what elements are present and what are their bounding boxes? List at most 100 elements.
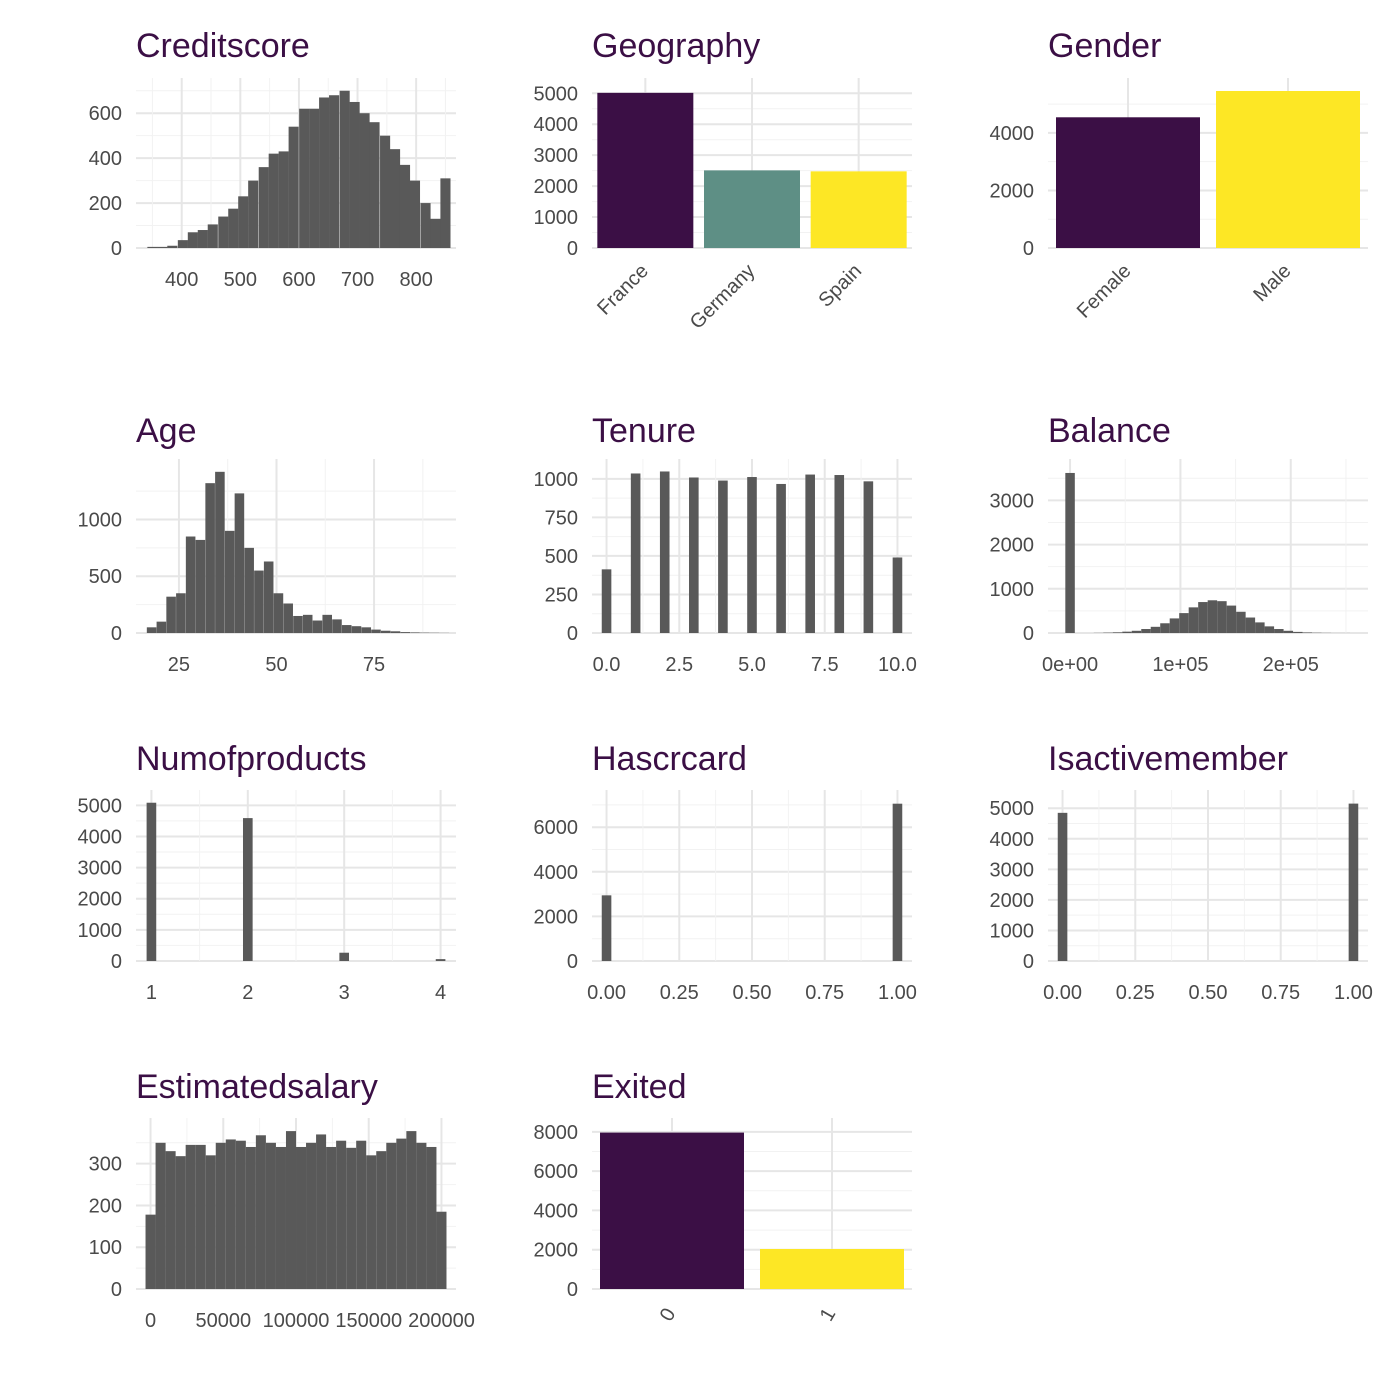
creditscore-bin bbox=[197, 230, 208, 248]
balance-bin bbox=[1065, 472, 1075, 633]
estimatedsalary-ytick-label: 300 bbox=[89, 1154, 122, 1176]
creditscore-ytick-label: 400 bbox=[89, 148, 122, 170]
tenure-bin bbox=[659, 471, 670, 633]
age-bin bbox=[215, 471, 225, 633]
estimatedsalary-bin bbox=[416, 1142, 427, 1289]
estimatedsalary-bin bbox=[316, 1134, 327, 1289]
hascrcard-xtick-label: 0.00 bbox=[587, 982, 626, 1004]
creditscore-bin bbox=[349, 101, 360, 249]
exited-xtick-label: 1 bbox=[816, 1305, 841, 1326]
creditscore-bin bbox=[288, 126, 299, 248]
balance-xtick-label: 1e+05 bbox=[1152, 654, 1208, 676]
tenure-xtick-label: 2.5 bbox=[665, 654, 693, 676]
balance-bin bbox=[1141, 629, 1151, 633]
creditscore-bin bbox=[369, 122, 380, 248]
isactivemember-ytick-label: 3000 bbox=[990, 859, 1035, 881]
estimatedsalary-xtick-label: 0 bbox=[145, 1310, 156, 1332]
tenure-xtick-label: 5.0 bbox=[738, 654, 766, 676]
tenure-ytick-label: 0 bbox=[567, 623, 578, 645]
creditscore-bin bbox=[207, 224, 218, 248]
panel-tenure: Tenure 0 250 500 750 1000 0.0 2.5 5.0 7.5 10.0 bbox=[534, 412, 917, 676]
creditscore-bin bbox=[187, 232, 198, 248]
age-bin bbox=[410, 632, 420, 633]
creditscore-bin bbox=[319, 97, 330, 248]
creditscore-ytick-label: 600 bbox=[89, 103, 122, 125]
age-bin bbox=[273, 593, 284, 633]
creditscore-bin bbox=[248, 180, 259, 248]
gender-bar-Male bbox=[1216, 90, 1360, 248]
estimatedsalary-bin bbox=[215, 1142, 226, 1289]
balance-bin bbox=[1169, 618, 1180, 633]
exited-bar-0 bbox=[600, 1132, 744, 1289]
geography-bar-Germany bbox=[704, 170, 800, 248]
isactivemember-ytick-label: 2000 bbox=[990, 890, 1035, 912]
balance-bin bbox=[1150, 626, 1161, 633]
creditscore-bin bbox=[380, 135, 391, 248]
geography-xtick-label: Spain bbox=[814, 260, 866, 312]
numofproducts-bin bbox=[146, 802, 157, 961]
exited-ytick-label: 2000 bbox=[534, 1240, 579, 1262]
numofproducts-ytick-label: 5000 bbox=[78, 795, 123, 817]
panel-creditscore: Creditscore 0 200 400 600 400 500 600 700 800 bbox=[89, 27, 456, 291]
age-ytick-label: 1000 bbox=[78, 509, 123, 531]
numofproducts-xtick-label: 1 bbox=[146, 982, 157, 1004]
balance-bin bbox=[1255, 622, 1265, 633]
age-bin bbox=[322, 614, 332, 633]
creditscore-bin bbox=[420, 203, 431, 248]
balance-xtick-label: 2e+05 bbox=[1263, 654, 1319, 676]
estimatedsalary-bin bbox=[406, 1131, 417, 1289]
numofproducts-ytick-label: 3000 bbox=[78, 858, 123, 880]
panel-gender: Gender 0 2000 4000 Female Male bbox=[990, 27, 1368, 323]
estimatedsalary-ytick-label: 200 bbox=[89, 1195, 122, 1217]
creditscore-xtick-label: 500 bbox=[224, 269, 257, 291]
gender-ytick-label: 0 bbox=[1023, 238, 1034, 260]
creditscore-bin bbox=[399, 164, 411, 248]
geography-bar-Spain bbox=[810, 171, 907, 248]
hascrcard-title: Hascrcard bbox=[592, 740, 747, 778]
tenure-xtick-label: 0.0 bbox=[593, 654, 621, 676]
hascrcard-ytick-label: 2000 bbox=[534, 906, 579, 928]
estimatedsalary-bin bbox=[205, 1155, 216, 1289]
age-ytick-label: 0 bbox=[111, 623, 122, 645]
balance-bin bbox=[1188, 607, 1199, 633]
creditscore-bin bbox=[167, 245, 178, 248]
tenure-xtick-label: 10.0 bbox=[878, 654, 917, 676]
tenure-bin bbox=[805, 474, 815, 633]
creditscore-bin bbox=[329, 95, 340, 248]
age-bin bbox=[351, 626, 362, 633]
estimatedsalary-bin bbox=[285, 1131, 297, 1289]
age-ytick-label: 500 bbox=[89, 566, 122, 588]
estimatedsalary-bin bbox=[195, 1144, 206, 1289]
estimatedsalary-bin bbox=[265, 1142, 276, 1289]
age-xtick-label: 75 bbox=[363, 654, 385, 676]
estimatedsalary-xtick-label: 50000 bbox=[195, 1310, 251, 1332]
estimatedsalary-bin bbox=[235, 1140, 246, 1289]
exited-title: Exited bbox=[592, 1068, 687, 1106]
tenure-ytick-label: 1000 bbox=[534, 469, 579, 491]
numofproducts-xtick-label: 3 bbox=[339, 982, 350, 1004]
age-bin bbox=[146, 627, 157, 633]
panel-age: Age 0 500 1000 25 50 75 bbox=[78, 412, 456, 676]
estimatedsalary-bin bbox=[175, 1156, 186, 1289]
hascrcard-xtick-label: 0.50 bbox=[733, 982, 772, 1004]
estimatedsalary-bin bbox=[436, 1211, 447, 1289]
panel-balance: Balance 0 1000 2000 3000 0e+00 1e+05 2e+05 bbox=[990, 412, 1368, 676]
balance-bin bbox=[1283, 630, 1294, 633]
balance-bin bbox=[1236, 611, 1246, 633]
age-bin bbox=[341, 625, 352, 633]
geography-ytick-label: 1000 bbox=[534, 207, 579, 229]
estimatedsalary-xtick-label: 150000 bbox=[335, 1310, 402, 1332]
numofproducts-ytick-label: 1000 bbox=[78, 920, 123, 942]
balance-ytick-label: 2000 bbox=[990, 535, 1035, 557]
tenure-bin bbox=[863, 481, 874, 633]
geography-ytick-label: 5000 bbox=[534, 83, 579, 105]
age-bin bbox=[302, 614, 313, 633]
estimatedsalary-bin bbox=[225, 1139, 236, 1289]
estimatedsalary-bin bbox=[366, 1155, 377, 1289]
tenure-bin bbox=[834, 475, 845, 633]
creditscore-bin bbox=[409, 180, 421, 248]
creditscore-bin bbox=[430, 218, 441, 248]
balance-bin bbox=[1198, 602, 1208, 633]
numofproducts-bin bbox=[339, 952, 350, 961]
estimatedsalary-bin bbox=[296, 1146, 307, 1289]
